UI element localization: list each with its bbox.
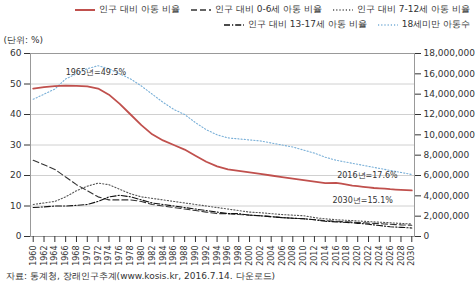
- svg-text:2024: 2024: [375, 246, 384, 266]
- svg-text:2008: 2008: [288, 246, 297, 266]
- svg-text:1966: 1966: [61, 246, 70, 266]
- svg-text:60: 60: [10, 48, 22, 58]
- svg-text:1974: 1974: [104, 246, 113, 266]
- html-text:인구 대비 13-17세 아동 비율: 인구 대비 13-17세 아동 비율: [248, 19, 367, 29]
- svg-text:0: 0: [424, 231, 430, 241]
- svg-text:0: 0: [16, 231, 22, 241]
- svg-text:2016: 2016: [332, 246, 341, 266]
- svg-text:20: 20: [10, 170, 22, 180]
- svg-text:40: 40: [10, 109, 22, 119]
- svg-text:1984: 1984: [159, 246, 168, 266]
- svg-text:6,000,000: 6,000,000: [424, 170, 470, 180]
- html-text:인구 대비 7-12세 아동 비율: 인구 대비 7-12세 아동 비율: [357, 4, 470, 14]
- html-text:인구 대비 아동 비율: 인구 대비 아동 비율: [99, 4, 180, 14]
- svg-text:30: 30: [10, 140, 22, 150]
- svg-text:2004: 2004: [267, 246, 276, 266]
- svg-text:1994: 1994: [213, 246, 222, 266]
- svg-text:2020: 2020: [353, 246, 362, 266]
- svg-text:8,000,000: 8,000,000: [424, 150, 470, 160]
- svg-text:1980: 1980: [137, 246, 146, 266]
- svg-text:1972: 1972: [94, 246, 103, 266]
- svg-text:2030: 2030: [407, 246, 416, 266]
- svg-text:1960: 1960: [29, 246, 38, 266]
- svg-text:14,000,000: 14,000,000: [424, 89, 476, 99]
- svg-text:(단위: %): (단위: %): [4, 35, 43, 45]
- svg-text:2010: 2010: [299, 246, 308, 266]
- svg-text:1992: 1992: [202, 246, 211, 266]
- svg-text:2026: 2026: [386, 246, 395, 266]
- svg-text:1968: 1968: [72, 246, 81, 266]
- svg-text:2000: 2000: [245, 246, 254, 266]
- svg-text:2012: 2012: [310, 246, 319, 266]
- svg-text:1970: 1970: [83, 246, 92, 266]
- svg-text:4,000,000: 4,000,000: [424, 191, 470, 201]
- svg-text:2014: 2014: [321, 246, 330, 266]
- html-text:18세미만 아동수: 18세미만 아동수: [401, 19, 470, 29]
- svg-text:12,000,000: 12,000,000: [424, 109, 476, 119]
- svg-text:2030년=15.1%: 2030년=15.1%: [332, 196, 393, 205]
- svg-text:2,000,000: 2,000,000: [424, 211, 470, 221]
- svg-text:1988: 1988: [180, 246, 189, 266]
- svg-text:2022: 2022: [364, 246, 373, 266]
- svg-text:1982: 1982: [148, 246, 157, 266]
- svg-text:18,000,000: 18,000,000: [424, 48, 476, 58]
- svg-text:10,000,000: 10,000,000: [424, 130, 476, 140]
- svg-text:1978: 1978: [126, 246, 135, 266]
- svg-text:2002: 2002: [256, 246, 265, 266]
- svg-text:16,000,000: 16,000,000: [424, 69, 476, 79]
- html-text:인구 대비 0-6세 아동 비율: 인구 대비 0-6세 아동 비율: [215, 4, 323, 14]
- svg-text:1965년=49.5%: 1965년=49.5%: [66, 68, 127, 77]
- svg-text:1990: 1990: [191, 246, 200, 266]
- svg-text:1996: 1996: [223, 246, 232, 266]
- svg-text:2016년=17.6%: 2016년=17.6%: [337, 171, 398, 180]
- svg-text:1964: 1964: [50, 246, 59, 266]
- svg-text:2006: 2006: [278, 246, 287, 266]
- svg-text:1976: 1976: [115, 246, 124, 266]
- svg-text:1962: 1962: [40, 246, 49, 266]
- svg-text:50: 50: [10, 79, 22, 89]
- svg-text:1998: 1998: [234, 246, 243, 266]
- svg-text:1986: 1986: [169, 246, 178, 266]
- svg-text:10: 10: [10, 201, 22, 211]
- html-text:자료: 통계청, 장래인구추계(www.kosis.kr,: 자료: 통계청, 장래인구추계(www.kosis.kr, 2016.7.14.…: [6, 271, 276, 281]
- svg-text:2028: 2028: [397, 246, 406, 266]
- svg-text:2018: 2018: [342, 246, 351, 266]
